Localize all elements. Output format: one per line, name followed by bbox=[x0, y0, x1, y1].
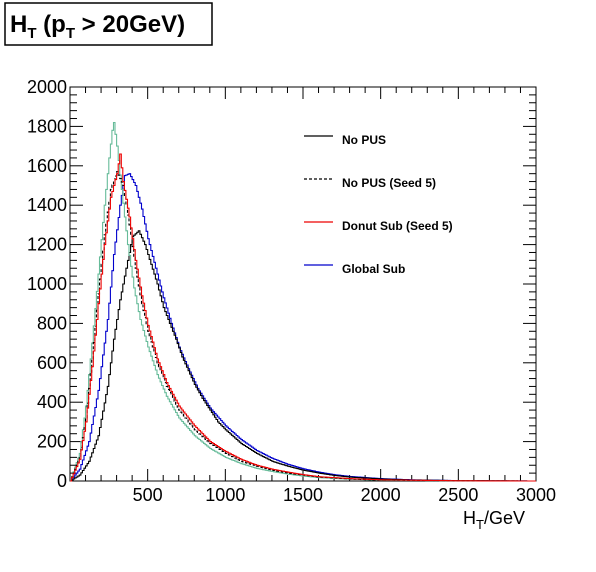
series-line-3 bbox=[70, 121, 536, 482]
x-tick-label: 1000 bbox=[205, 485, 245, 505]
legend: No PUS No PUS (Seed 5) Donut Sub (Seed 5) G… bbox=[304, 133, 453, 276]
series-line-0 bbox=[70, 230, 536, 482]
series-line-2 bbox=[70, 153, 536, 482]
legend-label: No PUS (Seed 5) bbox=[342, 176, 436, 190]
series-line-4 bbox=[70, 173, 536, 482]
y-tick-label: 2000 bbox=[27, 77, 67, 97]
y-tick-label: 0 bbox=[57, 471, 67, 491]
series-line-1 bbox=[70, 171, 536, 482]
y-tick-label: 600 bbox=[37, 353, 67, 373]
x-tick-label: 3000 bbox=[516, 485, 556, 505]
y-tick-label: 1400 bbox=[27, 195, 67, 215]
x-tick-label: 500 bbox=[133, 485, 163, 505]
axis-ticks: 0 200 400 600 800 1000 1200 1400 1600 1800 2000 500… bbox=[27, 77, 556, 505]
y-tick-label: 1200 bbox=[27, 235, 67, 255]
data-series bbox=[70, 121, 536, 482]
y-tick-label: 800 bbox=[37, 313, 67, 333]
y-tick-label: 1600 bbox=[27, 156, 67, 176]
y-tick-label: 400 bbox=[37, 392, 67, 412]
x-tick-label: 2500 bbox=[438, 485, 478, 505]
chart-title-text: HT (pT > 20GeV) bbox=[10, 11, 185, 42]
legend-label: Global Sub bbox=[342, 262, 405, 276]
legend-label: No PUS bbox=[342, 133, 386, 147]
legend-label: Donut Sub (Seed 5) bbox=[342, 219, 453, 233]
x-tick-label: 1500 bbox=[283, 485, 323, 505]
x-tick-label: 2000 bbox=[361, 485, 401, 505]
y-tick-label: 1800 bbox=[27, 116, 67, 136]
chart-title: HT (pT > 20GeV) bbox=[4, 2, 213, 46]
y-tick-label: 1000 bbox=[27, 274, 67, 294]
x-axis-title: HT/GeV bbox=[463, 508, 525, 532]
chart-title-box bbox=[4, 2, 213, 46]
y-tick-label: 200 bbox=[37, 432, 67, 452]
